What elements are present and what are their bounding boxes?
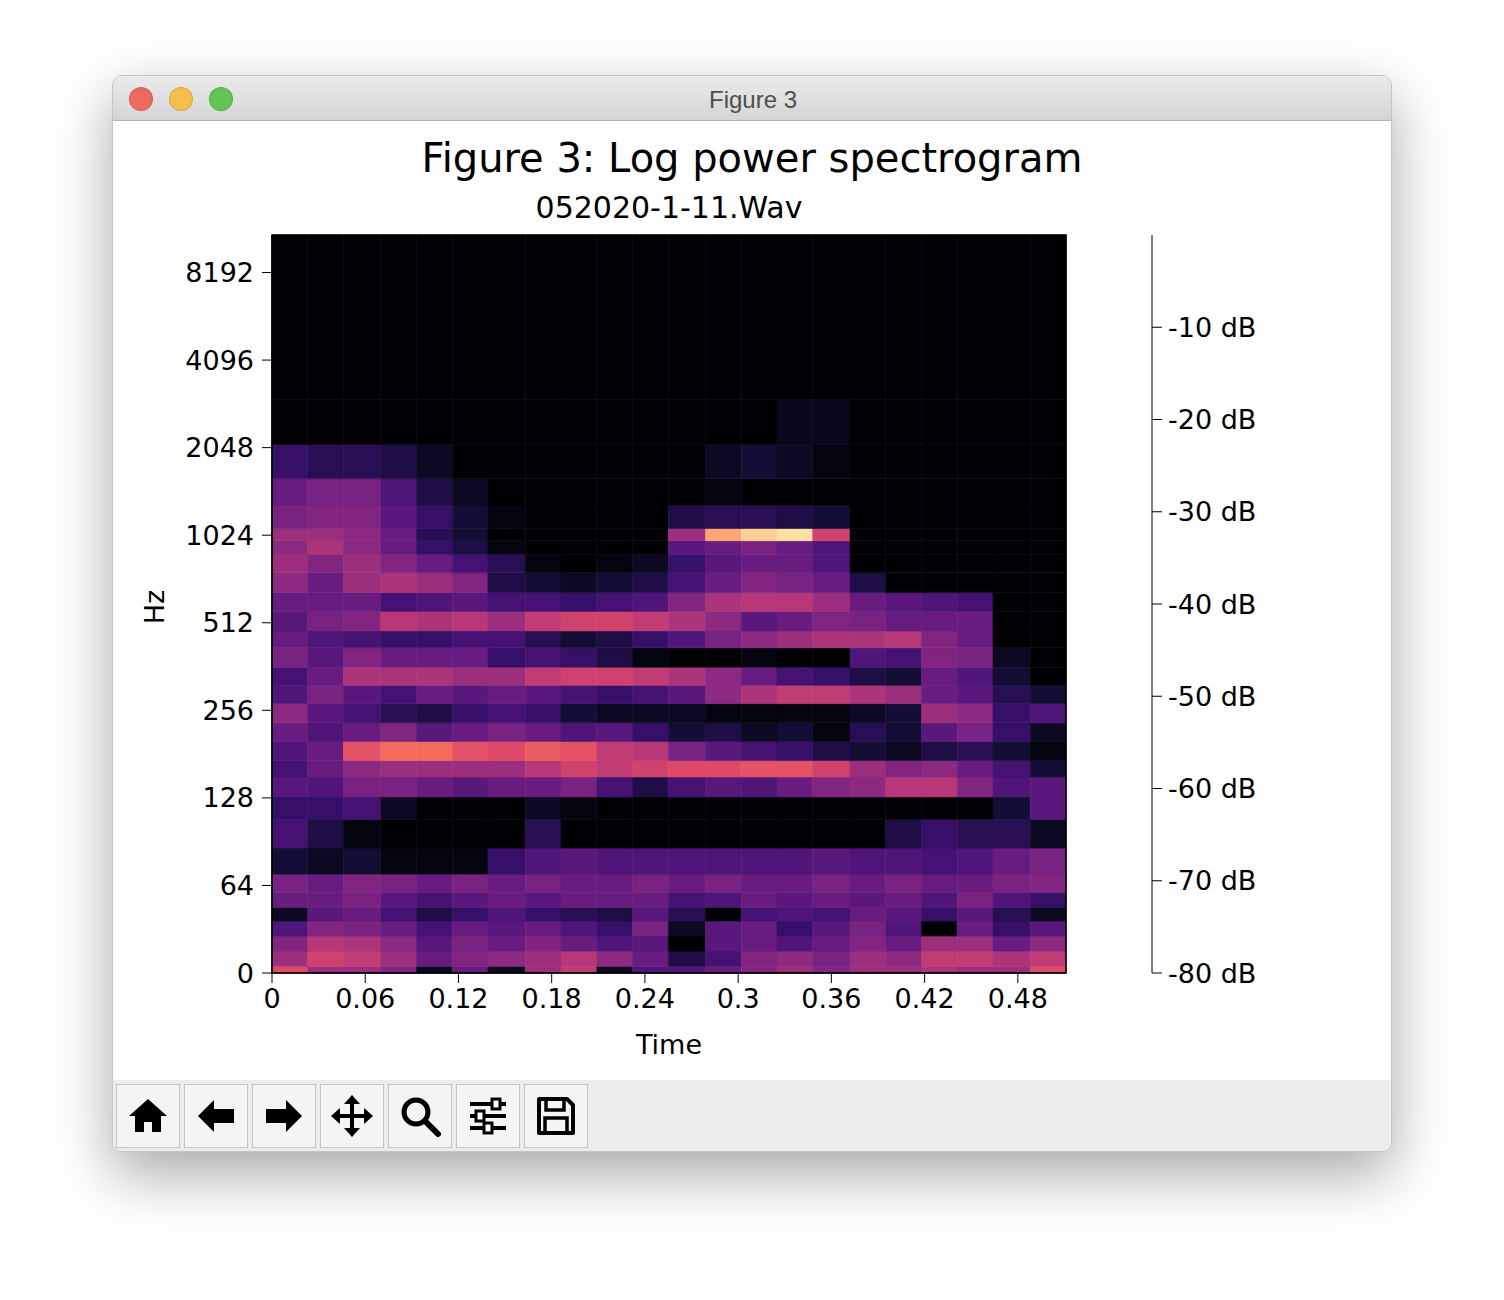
svg-text:0.24: 0.24 [615, 983, 675, 1014]
svg-text:2048: 2048 [185, 432, 254, 463]
html-text:Figure 3: Log power spectrogra: Figure 3: Log power spectrogram [421, 135, 1083, 181]
svg-text:512: 512 [202, 607, 254, 638]
svg-text:4096: 4096 [185, 345, 254, 376]
svg-text:0.42: 0.42 [895, 983, 955, 1014]
html-text:Figure 3: Figure 3 [709, 86, 797, 113]
svg-text:-40 dB: -40 dB [1168, 589, 1256, 620]
svg-text:8192: 8192 [185, 257, 254, 288]
svg-text:1024: 1024 [185, 520, 254, 551]
svg-text:0.06: 0.06 [335, 983, 395, 1014]
html-text:Time: Time [636, 1029, 702, 1060]
svg-text:64: 64 [220, 870, 254, 901]
svg-text:0.12: 0.12 [428, 983, 488, 1014]
svg-text:128: 128 [202, 782, 254, 813]
svg-text:0: 0 [263, 983, 280, 1014]
svg-text:-50 dB: -50 dB [1168, 681, 1256, 712]
svg-text:-10 dB: -10 dB [1168, 312, 1256, 343]
svg-text:256: 256 [202, 695, 254, 726]
svg-text:-80 dB: -80 dB [1168, 958, 1256, 989]
svg-text:-20 dB: -20 dB [1168, 404, 1256, 435]
svg-text:-60 dB: -60 dB [1168, 773, 1256, 804]
svg-text:0.18: 0.18 [522, 983, 582, 1014]
svg-text:0: 0 [237, 958, 254, 989]
svg-text:0.48: 0.48 [988, 983, 1048, 1014]
svg-text:0.3: 0.3 [717, 983, 760, 1014]
html-text:052020-1-11.Wav: 052020-1-11.Wav [535, 190, 803, 225]
svg-text:-30 dB: -30 dB [1168, 496, 1256, 527]
svg-text:0.36: 0.36 [801, 983, 861, 1014]
svg-text:-70 dB: -70 dB [1168, 865, 1256, 896]
html-text:Hz: Hz [139, 589, 170, 625]
